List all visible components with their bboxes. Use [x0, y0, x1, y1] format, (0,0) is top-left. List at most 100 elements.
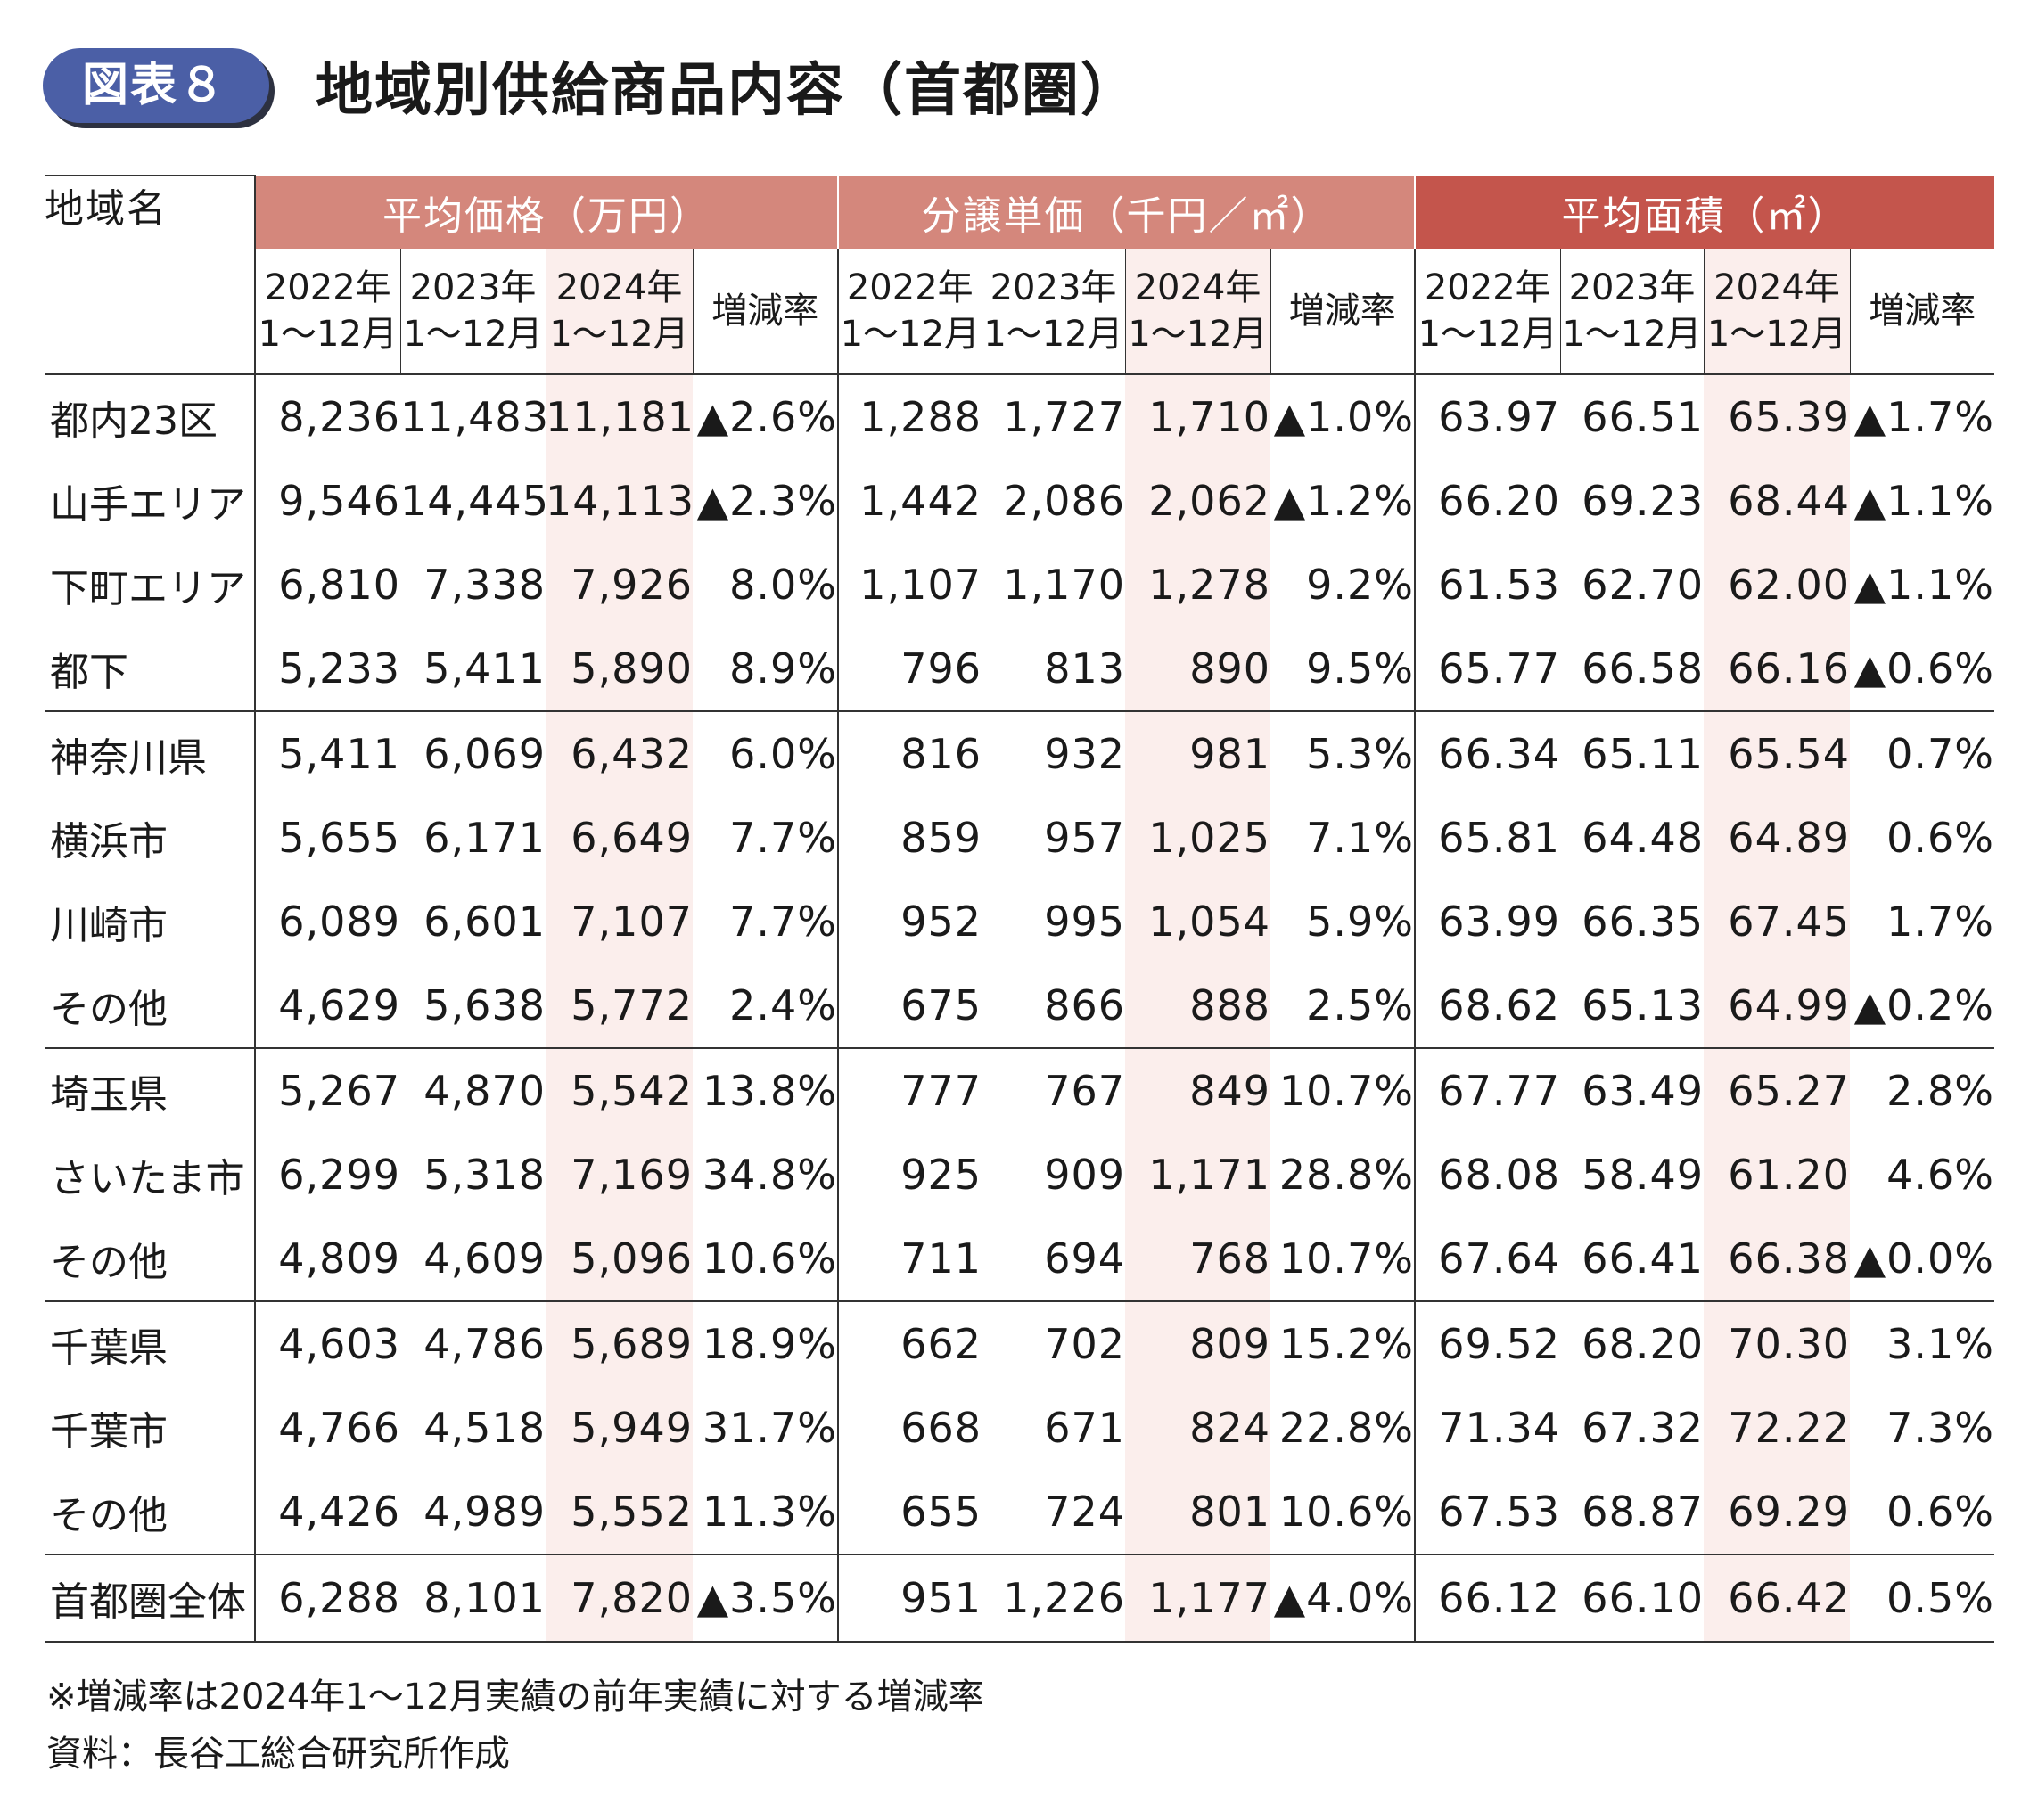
value-cell: 69.52	[1438, 1320, 1560, 1368]
value-cell: 65.77	[1415, 627, 1560, 712]
value-cell: 662	[900, 1320, 982, 1368]
value-cell: 6,288	[255, 1554, 400, 1643]
value-cell: 68.87	[1560, 1470, 1704, 1555]
region-name-cell: 首都圏全体	[45, 1554, 256, 1643]
value-cell: 5,552	[546, 1470, 693, 1555]
value-cell: 866	[982, 963, 1125, 1049]
value-cell: 8.9%	[693, 627, 839, 712]
value-cell: 702	[1044, 1320, 1125, 1368]
value-cell: 62.70	[1582, 561, 1704, 609]
value-cell: ▲1.1%	[1853, 477, 1994, 525]
value-cell: 10.7%	[1270, 1217, 1416, 1302]
sub-header-line: 1～12月	[1418, 314, 1557, 355]
table-body: 都内23区 8,236 11,483 11,181 ▲2.6% 1,288 1,727 1,7…	[45, 374, 1994, 1643]
value-cell: 67.32	[1582, 1404, 1704, 1452]
value-cell: 66.16	[1704, 627, 1850, 712]
region-name-cell: その他	[45, 1470, 256, 1555]
value-cell: 61.53	[1438, 561, 1560, 609]
value-cell: 71.34	[1438, 1404, 1560, 1452]
sub-header-line: 2022年	[264, 267, 391, 308]
table-row: さいたま市 6,299 5,318 7,169 34.8% 925 909 1,171 28.8…	[45, 1133, 1994, 1217]
sub-header-line: 2023年	[1568, 267, 1696, 308]
value-cell: 849	[1125, 1048, 1270, 1133]
value-cell: 66.58	[1560, 627, 1704, 712]
value-cell: 63.99	[1438, 898, 1560, 946]
value-cell: 65.11	[1582, 730, 1704, 778]
value-cell: 7.3%	[1886, 1404, 1994, 1452]
value-cell: 4,766	[278, 1404, 400, 1452]
value-cell: 1,170	[1003, 561, 1125, 609]
value-cell: 824	[1125, 1386, 1270, 1470]
value-cell: 5,772	[546, 963, 693, 1049]
value-cell: 6,171	[423, 814, 546, 862]
value-cell: 64.99	[1704, 963, 1850, 1049]
value-cell: 22.8%	[1270, 1386, 1416, 1470]
group-header-unit-price: 分譲単価（千円／㎡）	[838, 176, 1416, 249]
value-cell: 1,710	[1125, 374, 1270, 459]
value-cell: 66.42	[1704, 1554, 1850, 1643]
value-cell: 69.23	[1582, 477, 1704, 525]
value-cell: 4,609	[400, 1217, 546, 1302]
value-cell: 9,546	[278, 477, 400, 525]
region-name-cell: 神奈川県	[45, 711, 256, 796]
value-cell: 5,655	[278, 814, 400, 862]
value-cell: 1,171	[1125, 1133, 1270, 1217]
value-cell: 1,025	[1125, 796, 1270, 880]
sub-header-cell: 2024年 1～12月	[545, 249, 693, 375]
sub-header-line: 増減率	[711, 291, 819, 332]
sub-header-cell: 2023年 1～12月	[399, 249, 546, 375]
table-row: その他 4,629 5,638 5,772 2.4% 675 866 888 2.5% 68.62…	[45, 963, 1994, 1049]
footnote-change-rate: ※増減率は2024年1～12月実績の前年実績に対する増減率	[46, 1677, 984, 1718]
value-cell: 58.49	[1582, 1151, 1704, 1199]
table-row: 神奈川県 5,411 6,069 6,432 6.0% 816 932 981 5.3% 66.3…	[45, 711, 1994, 796]
value-cell: 14,445	[400, 477, 549, 525]
value-cell: 2,086	[1003, 477, 1125, 525]
group-header-row: 地域名 平均価格（万円） 分譲単価（千円／㎡） 平均面積（㎡）	[45, 175, 1994, 375]
value-cell: 2.4%	[693, 963, 839, 1049]
sub-header-line: 2023年	[990, 267, 1117, 308]
value-cell: 8.0%	[693, 543, 839, 627]
value-cell: 65.27	[1704, 1048, 1850, 1133]
value-cell: 6,649	[546, 796, 693, 880]
value-cell: 66.34	[1438, 730, 1560, 778]
value-cell: 8,101	[400, 1554, 546, 1643]
table-row: 首都圏全体 6,288 8,101 7,820 ▲3.5% 951 1,226 1,177 ▲4…	[45, 1554, 1994, 1643]
value-cell: 66.12	[1415, 1554, 1560, 1643]
value-cell: 7.7%	[693, 880, 839, 963]
value-cell: 5,318	[423, 1151, 546, 1199]
value-cell: 61.20	[1704, 1133, 1850, 1217]
sub-header-line: 2023年	[409, 267, 537, 308]
value-cell: 5,689	[546, 1301, 693, 1386]
figure-badge: 図表８	[43, 48, 270, 123]
sub-header-cell: 増減率	[692, 249, 839, 375]
value-cell: 859	[900, 814, 982, 862]
sub-header-cell: 2024年 1～12月	[1703, 249, 1850, 375]
region-name-cell: 千葉県	[45, 1301, 256, 1386]
value-cell: 801	[1125, 1470, 1270, 1555]
value-cell: 4,809	[255, 1217, 400, 1302]
value-cell: 4.6%	[1886, 1151, 1994, 1199]
value-cell: 7,820	[546, 1554, 693, 1643]
value-cell: 66.51	[1582, 393, 1704, 441]
region-name-cell: 都下	[45, 627, 256, 712]
sub-header-line: 1～12月	[1128, 314, 1268, 355]
value-cell: 1.7%	[1886, 898, 1994, 946]
value-cell: 63.49	[1582, 1067, 1704, 1115]
value-cell: 6,089	[278, 898, 400, 946]
region-name-cell: 川崎市	[45, 880, 256, 963]
value-cell: 66.41	[1560, 1217, 1704, 1302]
value-cell: 6.0%	[693, 711, 839, 796]
value-cell: 4,629	[255, 963, 400, 1049]
region-name-cell: さいたま市	[45, 1133, 256, 1217]
footnote-source: 資料：長谷工総合研究所作成	[46, 1734, 510, 1775]
value-cell: 888	[1125, 963, 1270, 1049]
value-cell: 7.1%	[1270, 796, 1416, 880]
table-row: 千葉県 4,603 4,786 5,689 18.9% 662 702 809 15.2% 69.…	[45, 1301, 1994, 1386]
sub-header-line: 2024年	[555, 267, 683, 308]
value-cell: 10.6%	[693, 1217, 839, 1302]
value-cell: 2,062	[1125, 459, 1270, 543]
value-cell: 4,426	[255, 1470, 400, 1555]
sub-header-cell: 2022年 1～12月	[837, 249, 982, 375]
sub-header-row: 2022年 1～12月 2023年 1～12月 2024年 1～12月 増減率 2022年 1～…	[45, 249, 1994, 375]
value-cell: 668	[900, 1404, 982, 1452]
